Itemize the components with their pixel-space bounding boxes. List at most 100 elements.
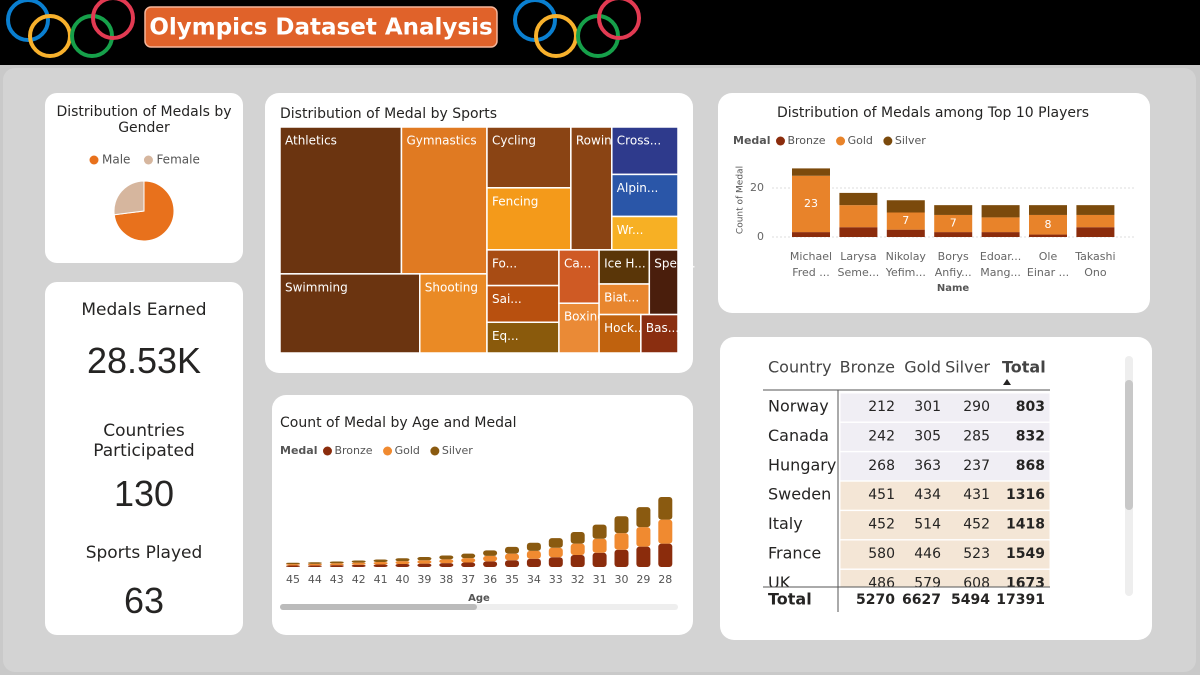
x-tick-label: 34 <box>527 573 541 586</box>
ribbon-segment <box>351 562 366 565</box>
legend-marker <box>883 136 893 146</box>
treemap-tile <box>558 302 600 354</box>
column-header: Bronze <box>840 358 895 377</box>
sort-arrow[interactable] <box>1003 379 1011 385</box>
ribbon-segment <box>417 556 432 561</box>
table-cell: 451 <box>868 487 895 503</box>
table-cell: 290 <box>963 399 990 415</box>
ribbon-segment <box>439 555 454 560</box>
bar-segment <box>839 227 878 237</box>
tile-label: Fencing <box>492 194 538 208</box>
ribbon-segment <box>395 561 410 564</box>
table-cell: 431 <box>963 487 990 503</box>
x-tick-label: 39 <box>417 573 431 586</box>
column-header: Total <box>1002 358 1046 377</box>
table-cell: 446 <box>914 546 941 562</box>
x-tick-label: 37 <box>461 573 475 586</box>
bar-segment <box>1029 214 1067 235</box>
row-bg <box>839 568 1051 587</box>
ribbon-segment <box>636 507 651 528</box>
x-tick-label: 29 <box>636 573 650 586</box>
ribbon-segment <box>329 561 344 564</box>
table-cell: 434 <box>914 487 941 503</box>
scroll-thumb[interactable] <box>280 604 477 610</box>
x-tick-label: Nikolay Yefim... <box>885 250 927 279</box>
x-tick-label: 36 <box>483 573 497 586</box>
ribbon-segment <box>483 550 498 556</box>
table-cell: 242 <box>868 428 895 444</box>
legend-label: Silver <box>895 134 926 147</box>
table-cell: 268 <box>868 458 895 474</box>
legend-marker <box>430 446 440 456</box>
table-cell: 608 <box>963 575 990 591</box>
bar-segment <box>1076 205 1115 215</box>
ribbon-segment <box>614 549 629 567</box>
tile-label: Wr... <box>617 223 644 237</box>
treemap-tile <box>486 126 572 189</box>
bar-segment <box>981 232 1020 237</box>
bar-segment <box>886 212 925 230</box>
table-cell: UK <box>768 573 791 592</box>
data-label: 7 <box>902 214 909 227</box>
legend-label: Silver <box>442 444 473 457</box>
bar-segment <box>886 200 925 213</box>
treemap-tile <box>611 173 679 218</box>
treemap-tile <box>486 321 560 354</box>
table-cell: Norway <box>768 397 829 416</box>
total-cell: 17391 <box>996 592 1045 608</box>
x-tick-label: 45 <box>286 573 300 586</box>
ribbon-segment <box>483 561 498 567</box>
treemap-tile <box>279 126 403 275</box>
bar-segment <box>934 214 973 233</box>
ribbon-segment <box>395 563 410 567</box>
ribbon-segment <box>614 533 629 550</box>
x-tick-label: 38 <box>439 573 453 586</box>
tile-label: Athletics <box>285 134 337 148</box>
dashboard-title: Olympics Dataset Analysis <box>149 15 492 41</box>
legend-marker <box>383 446 393 456</box>
bar-segment <box>934 232 973 237</box>
x-tick-label: 41 <box>374 573 388 586</box>
x-tick-label: Borys Anfiy... <box>935 250 972 279</box>
total-cell: 5270 <box>856 592 895 608</box>
x-tick-label: Edoar... Mang... <box>980 250 1021 279</box>
tile-label: Fo... <box>492 256 517 270</box>
ribbon-segment <box>548 547 563 558</box>
x-tick-label: 35 <box>505 573 519 586</box>
legend-marker <box>89 155 99 165</box>
ribbon-segment <box>286 564 300 566</box>
ribbon-segment <box>658 519 673 544</box>
chart-title: Distribution of Medals by Gender <box>56 104 232 136</box>
x-tick-label: 33 <box>549 573 563 586</box>
treemap-tile <box>419 273 488 354</box>
treemap-tile <box>486 249 560 287</box>
chart-title: Distribution of Medals among Top 10 Play… <box>777 105 1089 121</box>
table-cell: 1316 <box>1006 487 1045 503</box>
tile-label: Ice H... <box>604 256 646 270</box>
legend-marker <box>836 136 846 146</box>
table-cell: 237 <box>963 458 990 474</box>
x-tick-label: 44 <box>308 573 322 586</box>
ribbon-segment <box>570 554 585 567</box>
scroll-thumb[interactable] <box>1125 380 1133 510</box>
x-tick-label: 28 <box>658 573 672 586</box>
column-header: Country <box>768 358 832 377</box>
tile-label: Bas... <box>646 321 679 335</box>
kpi-value: 63 <box>123 580 165 621</box>
ribbon-segment <box>286 562 300 565</box>
tile-label: Shooting <box>425 280 478 294</box>
ribbon-segment <box>461 558 476 563</box>
table-cell: 305 <box>914 428 941 444</box>
ribbon-segment <box>307 562 322 564</box>
olympic-rings <box>513 0 641 58</box>
table-cell: Sweden <box>768 485 831 504</box>
bar-segment <box>886 229 925 237</box>
x-tick-label: 30 <box>615 573 629 586</box>
ribbon-segment <box>570 532 585 544</box>
ribbon-segment <box>417 563 432 567</box>
ribbon-segment <box>526 550 541 559</box>
ribbon-segment <box>526 542 541 551</box>
legend-label: Bronze <box>334 444 372 457</box>
bar-segment <box>1029 234 1067 237</box>
